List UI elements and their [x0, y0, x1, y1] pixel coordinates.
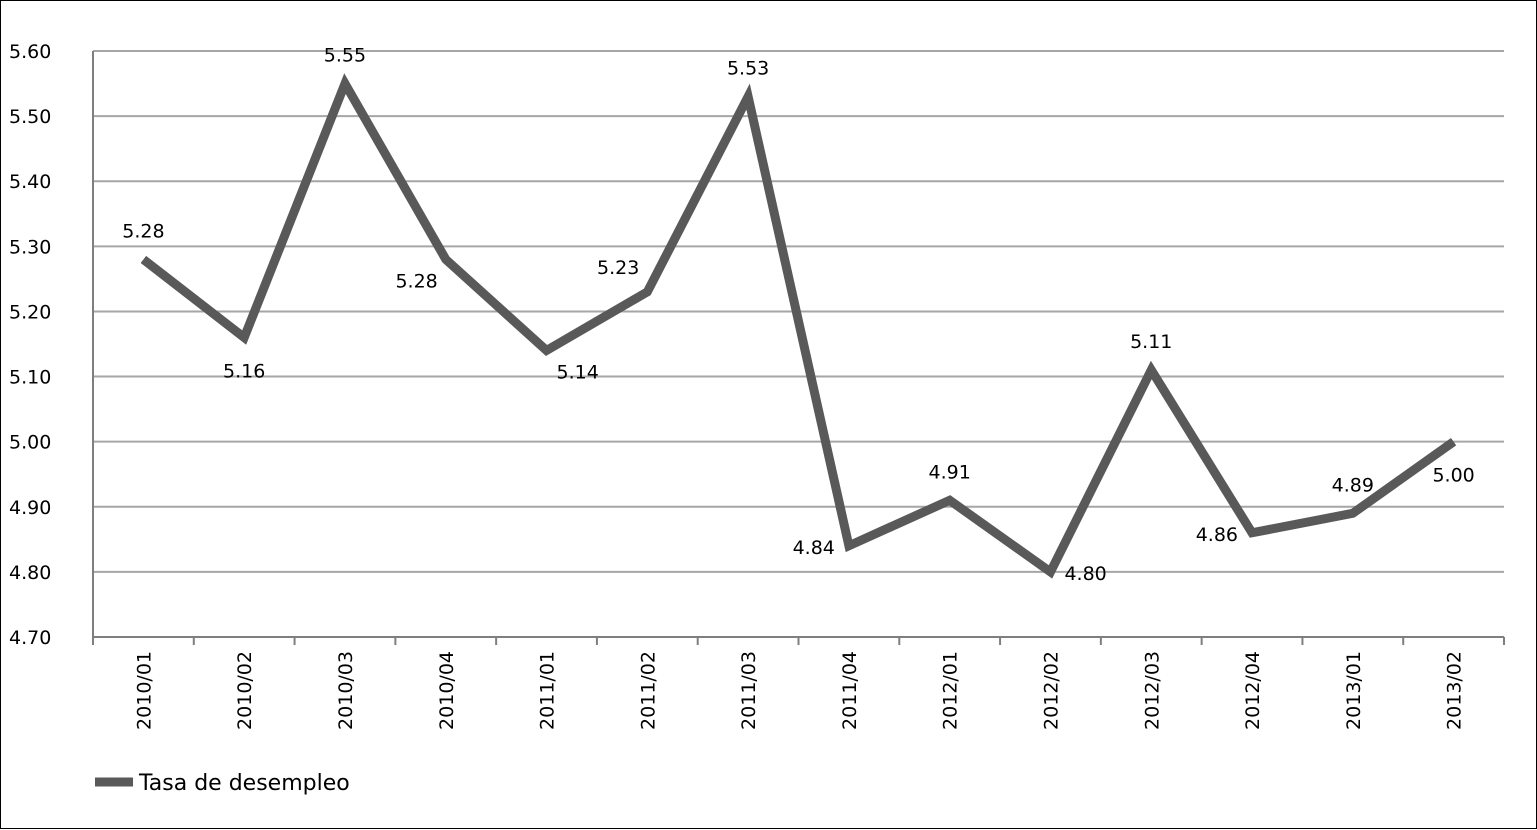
data-label-2011/02: 5.23: [597, 257, 639, 279]
data-label-2013/02: 5.00: [1432, 465, 1474, 487]
data-labels: 5.28 5.16 5.55 5.28 5.14 5.23 5.53 4.84 4.91 4.80…: [122, 45, 1475, 585]
data-label-2012/03: 5.11: [1130, 331, 1172, 353]
data-label-2011/04: 4.84: [793, 537, 835, 559]
series-line-tasa-de-desempleo: [140, 73, 1457, 579]
y-tick-label: 5.10: [9, 367, 51, 389]
data-label-2010/01: 5.28: [122, 220, 164, 242]
legend: Tasa de desempleo: [95, 771, 350, 796]
x-tick-label-2013/01: 2013/01: [1343, 651, 1365, 730]
y-tick-label: 5.00: [9, 432, 51, 454]
data-label-2011/01: 5.14: [557, 362, 599, 384]
x-axis-ticks: 2010/01 2010/02 2010/03 2010/04 2011/01 2011/…: [92, 637, 1505, 730]
y-axis-ticks: 4.70 4.80 4.90 5.00 5.10 5.20 5.30 5.40 5.50 5.60: [9, 41, 51, 649]
x-tick-label-2011/04: 2011/04: [839, 651, 861, 730]
x-tick-label-2011/02: 2011/02: [637, 651, 659, 730]
y-tick-label: 4.80: [9, 562, 51, 584]
series-layer: [140, 73, 1457, 579]
data-label-2013/01: 4.89: [1332, 474, 1374, 496]
data-label-2010/02: 5.16: [223, 360, 265, 382]
x-tick-label-2011/03: 2011/03: [738, 651, 760, 730]
x-tick-label-2012/02: 2012/02: [1040, 651, 1062, 730]
y-tick-label: 5.60: [9, 41, 51, 63]
x-tick-label-2010/03: 2010/03: [335, 651, 357, 730]
data-label-2010/04: 5.28: [395, 270, 437, 292]
x-tick-label-2012/01: 2012/01: [940, 651, 962, 730]
y-tick-label: 4.90: [9, 497, 51, 519]
x-tick-label-2010/04: 2010/04: [436, 651, 458, 730]
data-label-2011/03: 5.53: [727, 58, 769, 80]
data-label-2012/02: 4.80: [1064, 563, 1106, 585]
x-tick-label-2011/01: 2011/01: [537, 651, 559, 730]
y-tick-label: 5.30: [9, 236, 51, 258]
y-tick-label: 5.40: [9, 171, 51, 193]
data-label-2012/04: 4.86: [1196, 524, 1238, 546]
y-tick-label: 4.70: [9, 627, 51, 649]
x-tick-label-2013/02: 2013/02: [1444, 651, 1466, 730]
legend-label: Tasa de desempleo: [138, 771, 350, 796]
x-tick-label-2010/02: 2010/02: [234, 651, 256, 730]
y-tick-label: 5.20: [9, 301, 51, 323]
x-tick-label-2010/01: 2010/01: [133, 651, 155, 730]
x-tick-label-2012/03: 2012/03: [1141, 651, 1163, 730]
y-tick-label: 5.50: [9, 106, 51, 128]
data-label-2012/01: 4.91: [929, 461, 971, 483]
data-label-2010/03: 5.55: [324, 45, 366, 67]
x-tick-label-2012/04: 2012/04: [1242, 651, 1264, 730]
